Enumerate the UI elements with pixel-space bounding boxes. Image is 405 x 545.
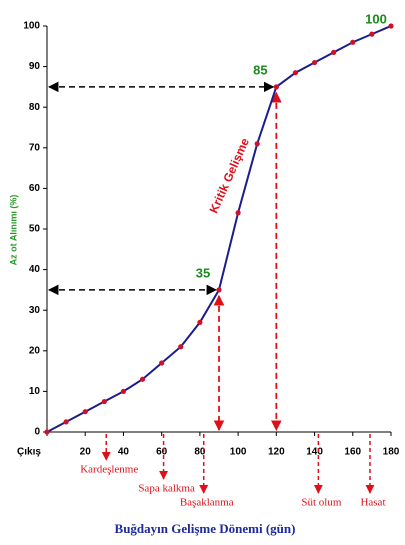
y-tick-label: 100: [23, 21, 40, 32]
stage-label: Sapa kalkma: [138, 483, 195, 495]
point: [101, 398, 107, 405]
y-tick-label: 30: [29, 305, 41, 316]
point: [82, 409, 88, 415]
point: [273, 84, 279, 90]
point: [311, 59, 318, 66]
value-label: 85: [253, 62, 267, 77]
x-tick-label: 120: [268, 447, 285, 458]
stage-label: Hasat: [360, 497, 385, 509]
point: [331, 49, 337, 55]
y-tick-label: 10: [29, 386, 41, 397]
point: [139, 376, 146, 382]
x-tick-label: 160: [344, 447, 361, 458]
point: [44, 429, 50, 435]
stage-label: Süt olum: [301, 497, 341, 509]
x-tick-label: 40: [118, 447, 130, 458]
point: [120, 388, 127, 394]
point: [388, 23, 394, 29]
x-tick-label: 180: [383, 447, 400, 458]
point: [292, 70, 299, 76]
stage-label: Başaklanma: [180, 497, 234, 509]
x-tick-label: 60: [156, 447, 168, 458]
y-tick-label: 90: [29, 61, 41, 72]
point: [235, 210, 241, 216]
value-label: 100: [365, 11, 387, 26]
point: [254, 141, 260, 147]
y-tick-label: 0: [34, 427, 40, 438]
x-tick-label: 100: [230, 447, 247, 458]
y-tick-label: 60: [29, 183, 41, 194]
chart-title: Buğdayın Gelişme Dönemi (gün): [115, 521, 296, 536]
x-tick-label: Çıkış: [17, 447, 41, 458]
x-tick-label: 80: [194, 447, 206, 458]
y-tick-label: 40: [29, 264, 41, 275]
point: [216, 287, 222, 293]
y-tick-label: 80: [29, 102, 41, 113]
y-tick-label: 70: [29, 142, 41, 153]
value-label: 35: [196, 265, 210, 280]
point: [178, 344, 184, 350]
point: [369, 31, 375, 37]
y-axis-label: Az ot Alınımı (%): [8, 195, 18, 266]
x-tick-label: 20: [80, 447, 92, 458]
y-tick-label: 20: [29, 345, 41, 356]
annotation: Kritik Gelişme: [206, 136, 252, 216]
point: [197, 319, 203, 325]
stage-label: Kardeşlenme: [80, 464, 138, 476]
point: [159, 360, 165, 366]
point: [350, 39, 356, 45]
point: [63, 419, 69, 425]
x-tick-label: 140: [306, 447, 323, 458]
y-tick-label: 50: [29, 224, 41, 235]
